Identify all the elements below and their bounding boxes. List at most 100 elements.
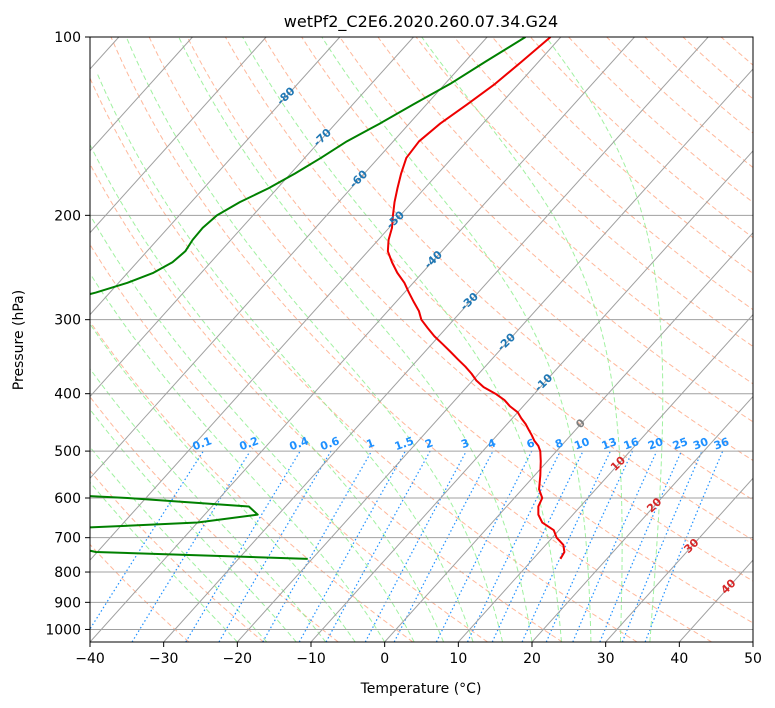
dry-adiabat-line <box>90 77 638 642</box>
moist-adiabat-line <box>90 323 356 642</box>
moist-adiabat-line <box>90 213 415 642</box>
dry-adiabat-line <box>90 243 488 642</box>
mixing-ratio-labels: 0.1 0.2 0.4 0.6 1 1.5 2 3 4 6 8 10 13 16 20 25 30 36 <box>191 434 732 453</box>
mixing-ratio-label: 36 <box>712 435 731 453</box>
isotherm-line <box>90 37 414 398</box>
isotherm-gridlines <box>90 37 753 642</box>
y-tick-label: 500 <box>54 444 81 460</box>
mixing-ratio-label: 25 <box>671 435 690 452</box>
mixing-ratio-line <box>298 450 406 642</box>
mixing-ratio-label: 0.6 <box>318 434 341 453</box>
mixing-ratio-label: 2 <box>423 436 435 451</box>
mixing-ratio-label: 20 <box>646 435 665 453</box>
isotherm-line <box>90 37 267 234</box>
dry-adiabat-line <box>186 37 753 582</box>
mixing-ratio-label: 13 <box>600 435 619 452</box>
mixing-ratio-line <box>325 450 431 642</box>
isotherm-line <box>90 37 341 316</box>
x-axis-label: Temperature (°C) <box>360 681 482 697</box>
mixing-ratio-line <box>644 450 724 642</box>
y-tick-label: 100 <box>54 30 81 46</box>
mixing-ratio-label: 16 <box>622 435 641 453</box>
moist-adiabat-line <box>421 37 623 642</box>
mixing-ratio-label: 8 <box>553 436 565 451</box>
dry-adiabat-line <box>568 37 753 203</box>
x-tick-label: −40 <box>75 651 105 667</box>
mixing-ratio-label: 30 <box>691 435 710 453</box>
y-tick-label: 400 <box>54 387 81 403</box>
isotherm-line <box>90 37 488 480</box>
mixing-ratio-label: 1 <box>365 436 377 451</box>
isotherm-line <box>90 37 635 642</box>
moist-adiabat-line <box>90 481 238 642</box>
dry-adiabat-line <box>377 37 753 385</box>
mixing-ratio-lines <box>90 450 724 642</box>
isotherm-line <box>384 231 753 642</box>
dry-adiabat-line <box>415 37 753 348</box>
dry-adiabat-line <box>224 37 753 541</box>
isotherm-line <box>457 313 753 642</box>
isotherm-line <box>90 37 562 561</box>
mixing-ratio-label: 0.2 <box>238 434 261 453</box>
moist-adiabat-line <box>321 37 592 642</box>
isotherm-line <box>163 37 709 642</box>
isotherm-line <box>90 37 193 152</box>
profile-series <box>90 37 566 560</box>
mixing-ratio-line <box>435 450 533 642</box>
y-tick-label: 300 <box>54 313 81 329</box>
dry-adiabat-line <box>90 163 563 642</box>
dry-adiabat-line <box>90 320 414 642</box>
x-axis-ticks: −40 −30 −20 −10 0 10 20 30 40 50 <box>75 642 762 667</box>
dry-adiabat-line <box>263 37 753 501</box>
plot-frame <box>89 36 754 643</box>
x-tick-label: 40 <box>670 651 688 667</box>
dry-adiabat-line <box>148 37 753 624</box>
moist-adiabat-line <box>90 408 297 642</box>
x-tick-label: 0 <box>380 651 389 667</box>
moist-adiabat-line <box>90 143 445 642</box>
x-tick-label: 30 <box>597 651 615 667</box>
mixing-ratio-label: 0.1 <box>191 434 214 453</box>
y-axis-label: Pressure (hPa) <box>11 290 27 390</box>
x-tick-label: −30 <box>149 651 179 667</box>
mixing-ratio-line <box>545 450 634 642</box>
temperature-profile-line <box>386 37 566 560</box>
moist-adiabat-line <box>178 37 533 642</box>
mixing-ratio-line <box>90 450 204 631</box>
mixing-ratio-label: 0.4 <box>288 434 311 453</box>
x-tick-label: 10 <box>449 651 467 667</box>
y-tick-label: 800 <box>54 565 81 581</box>
y-tick-label: 200 <box>54 208 81 224</box>
dry-adiabat-line <box>491 37 753 275</box>
y-tick-label: 1000 <box>45 622 81 638</box>
chart-title: wetPf2_C2E6.2020.260.07.34.G24 <box>284 12 558 32</box>
mixing-ratio-line <box>572 450 658 642</box>
moist-adiabats <box>90 37 664 642</box>
moist-adiabat-line <box>90 367 327 642</box>
x-tick-label: −10 <box>296 651 326 667</box>
mixing-ratio-line <box>364 450 467 642</box>
isotherm-line <box>605 477 753 642</box>
dry-adiabat-line <box>110 37 713 642</box>
y-tick-label: 700 <box>54 531 81 547</box>
moist-adiabat-line <box>90 446 268 642</box>
x-tick-label: 20 <box>523 651 541 667</box>
moist-adiabat-line <box>90 272 386 642</box>
moist-adiabat-line <box>242 37 562 642</box>
dewpoint-profile-line <box>90 37 526 560</box>
mixing-ratio-label: 4 <box>486 436 498 451</box>
y-tick-label: 600 <box>54 491 81 507</box>
moist-adiabat-line <box>125 37 504 642</box>
isotherm-line <box>236 68 753 642</box>
x-tick-label: 50 <box>744 651 762 667</box>
y-tick-label: 900 <box>54 595 81 611</box>
mixing-ratio-label: 1.5 <box>393 434 416 453</box>
dry-adiabat-line <box>90 396 339 642</box>
isotherm-line <box>310 150 753 642</box>
x-tick-label: −20 <box>223 651 253 667</box>
mixing-ratio-line <box>599 450 682 642</box>
dry-adiabat-line <box>453 37 753 311</box>
